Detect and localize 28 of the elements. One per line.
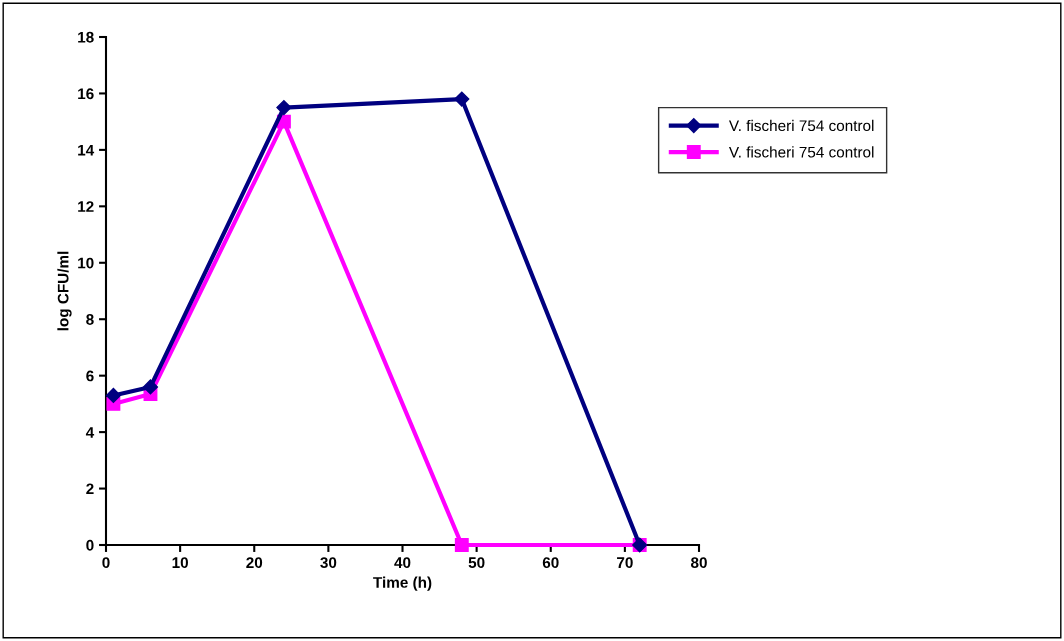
y-tick-label: 14	[78, 144, 95, 156]
point	[454, 538, 469, 552]
y-tick-label: 18	[78, 31, 94, 43]
point	[454, 91, 470, 107]
y-tick-label: 6	[86, 370, 94, 382]
legend-label: V. fischeri 754 control	[728, 146, 874, 158]
x-tick-label: 50	[468, 557, 485, 569]
x-tick-label: 60	[542, 557, 559, 569]
point	[276, 99, 292, 116]
y-tick-label: 4	[85, 427, 95, 438]
y-tick-label: 8	[86, 314, 94, 325]
point	[142, 379, 159, 395]
x-tick-label: 80	[690, 557, 707, 569]
y-tick-label: 12	[78, 201, 94, 212]
x-tick-label: 20	[246, 557, 263, 569]
x-tick-label: 10	[172, 557, 188, 569]
y-tick-label: 16	[78, 88, 94, 100]
x-tick-label: 0	[102, 557, 110, 569]
x-axis-title: Time (h)	[373, 576, 432, 591]
x-tick-label: 30	[320, 557, 337, 569]
x-tick-label: 40	[394, 557, 411, 569]
point	[105, 387, 121, 403]
x-tick-label: 70	[617, 557, 633, 569]
legend-label: V. fischeri 754 control	[728, 119, 874, 132]
y-tick-label: 0	[86, 539, 94, 551]
y-tick-label: 2	[86, 483, 94, 495]
y-tick-label: 10	[78, 257, 94, 269]
y-axis-title: log CFU/ml	[57, 251, 72, 331]
